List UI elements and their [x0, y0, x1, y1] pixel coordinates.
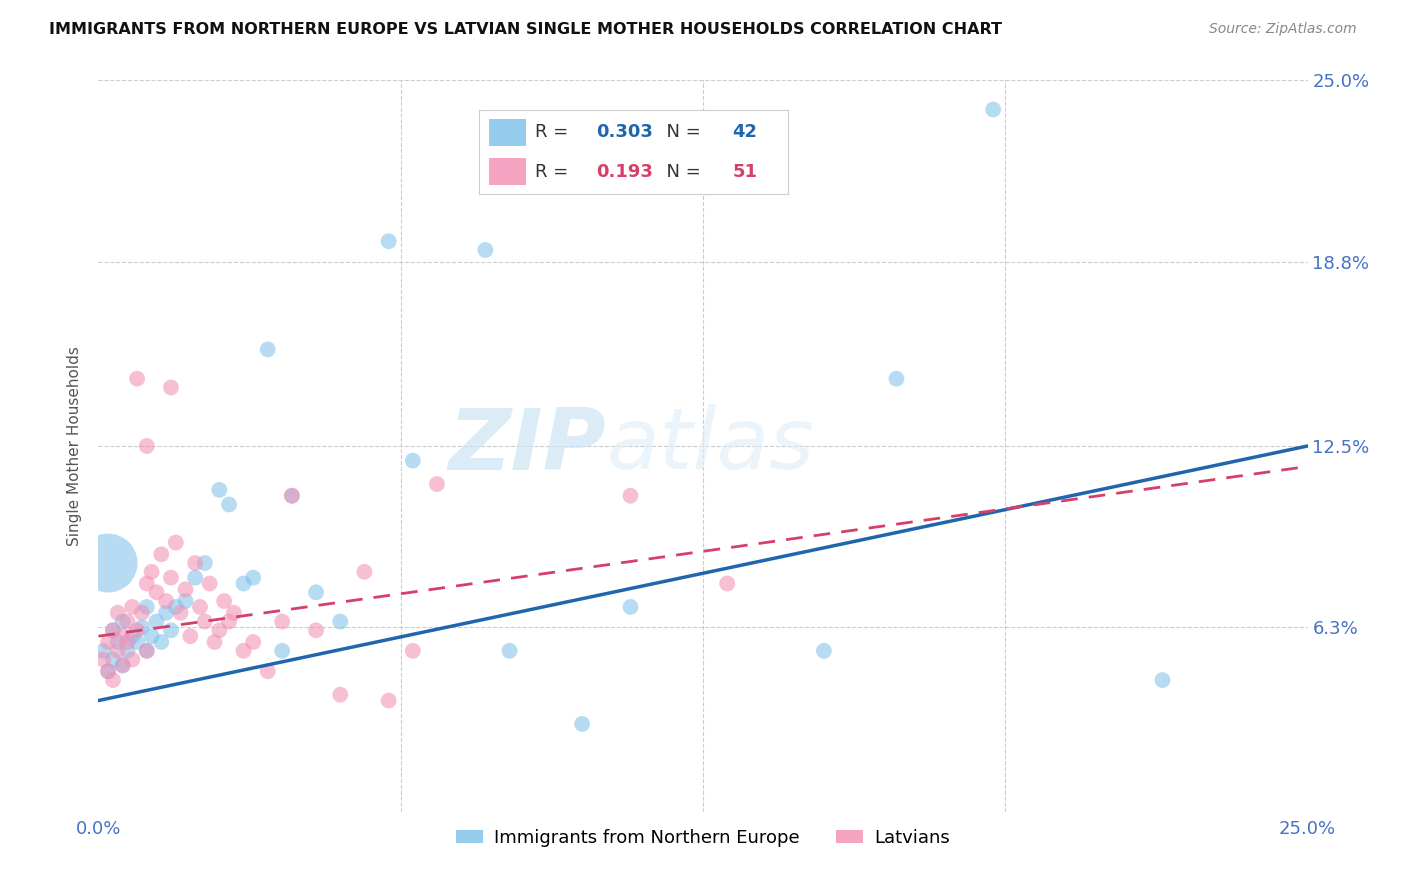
Point	[218, 498, 240, 512]
Point	[131, 620, 153, 634]
Point	[222, 606, 245, 620]
Point	[165, 599, 187, 614]
Point	[101, 624, 124, 638]
Point	[474, 243, 496, 257]
Point	[184, 571, 207, 585]
Point	[498, 644, 520, 658]
Point	[107, 644, 129, 658]
Point	[111, 615, 134, 629]
Point	[232, 576, 254, 591]
Point	[353, 565, 375, 579]
Point	[1152, 673, 1174, 687]
Point	[204, 635, 226, 649]
Point	[179, 629, 201, 643]
Point	[121, 629, 143, 643]
Point	[135, 576, 157, 591]
Point	[121, 652, 143, 666]
Point	[981, 103, 1004, 117]
Point	[281, 489, 304, 503]
Point	[160, 624, 183, 638]
Point	[377, 693, 399, 707]
Y-axis label: Single Mother Households: Single Mother Households	[67, 346, 83, 546]
Point	[117, 615, 139, 629]
Point	[91, 644, 114, 658]
Point	[716, 576, 738, 591]
Point	[256, 665, 278, 679]
Point	[135, 599, 157, 614]
Point	[242, 635, 264, 649]
Point	[131, 606, 153, 620]
Point	[194, 615, 217, 629]
Point	[117, 635, 139, 649]
Point	[141, 629, 163, 643]
Point	[97, 635, 120, 649]
Point	[117, 644, 139, 658]
Point	[91, 652, 114, 666]
Point	[402, 453, 425, 467]
Point	[281, 489, 304, 503]
Point	[208, 483, 231, 497]
Point	[402, 644, 425, 658]
Point	[571, 717, 593, 731]
Point	[165, 535, 187, 549]
Text: atlas: atlas	[606, 404, 814, 488]
Point	[198, 576, 221, 591]
Point	[329, 688, 352, 702]
Point	[97, 665, 120, 679]
Point	[135, 644, 157, 658]
Point	[218, 615, 240, 629]
Point	[101, 673, 124, 687]
Point	[127, 372, 149, 386]
Point	[174, 594, 197, 608]
Point	[886, 372, 908, 386]
Point	[101, 652, 124, 666]
Point	[242, 571, 264, 585]
Legend: Immigrants from Northern Europe, Latvians: Immigrants from Northern Europe, Latvian…	[449, 822, 957, 854]
Point	[174, 582, 197, 597]
Point	[135, 439, 157, 453]
Point	[619, 489, 641, 503]
Point	[127, 635, 149, 649]
Point	[155, 594, 177, 608]
Point	[271, 644, 294, 658]
Point	[127, 624, 149, 638]
Point	[329, 615, 352, 629]
Point	[160, 380, 183, 394]
Point	[145, 585, 167, 599]
Point	[619, 599, 641, 614]
Point	[232, 644, 254, 658]
Point	[208, 624, 231, 638]
Point	[212, 594, 235, 608]
Point	[184, 556, 207, 570]
Point	[150, 635, 173, 649]
Point	[121, 599, 143, 614]
Point	[426, 477, 449, 491]
Point	[305, 585, 328, 599]
Point	[155, 606, 177, 620]
Point	[188, 599, 211, 614]
Point	[145, 615, 167, 629]
Point	[256, 343, 278, 357]
Point	[101, 624, 124, 638]
Point	[160, 571, 183, 585]
Point	[107, 635, 129, 649]
Point	[169, 606, 191, 620]
Point	[194, 556, 217, 570]
Point	[111, 658, 134, 673]
Text: Source: ZipAtlas.com: Source: ZipAtlas.com	[1209, 22, 1357, 37]
Point	[271, 615, 294, 629]
Point	[97, 556, 120, 570]
Point	[141, 565, 163, 579]
Point	[150, 547, 173, 561]
Point	[813, 644, 835, 658]
Point	[305, 624, 328, 638]
Point	[111, 658, 134, 673]
Text: IMMIGRANTS FROM NORTHERN EUROPE VS LATVIAN SINGLE MOTHER HOUSEHOLDS CORRELATION : IMMIGRANTS FROM NORTHERN EUROPE VS LATVI…	[49, 22, 1002, 37]
Point	[135, 644, 157, 658]
Text: ZIP: ZIP	[449, 404, 606, 488]
Point	[97, 665, 120, 679]
Point	[111, 629, 134, 643]
Point	[377, 234, 399, 248]
Point	[107, 606, 129, 620]
